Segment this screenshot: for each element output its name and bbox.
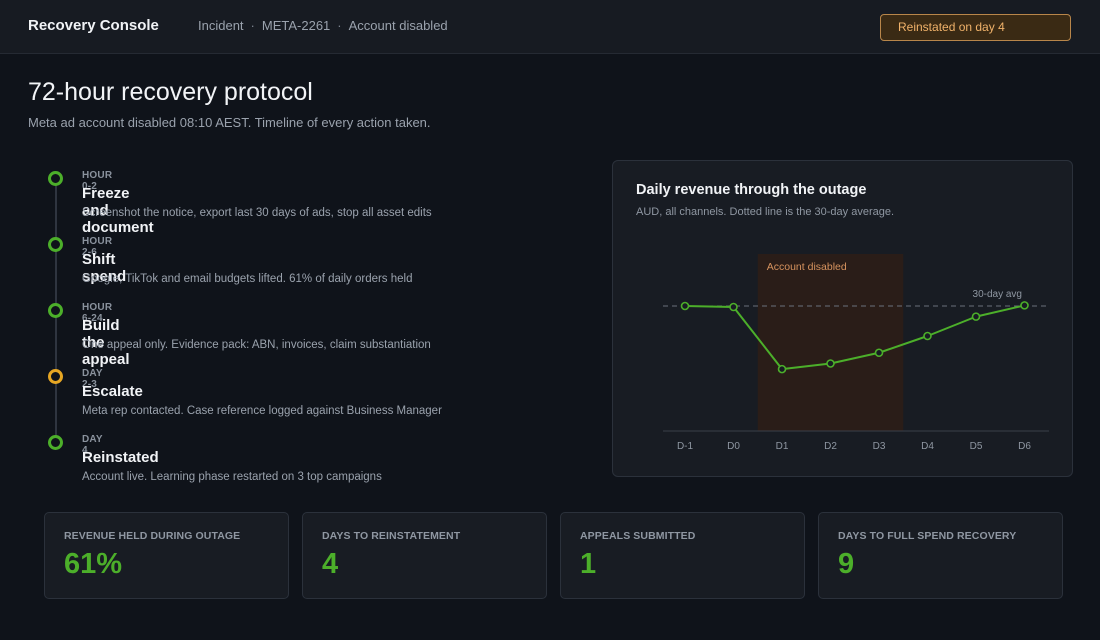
reference-line-label: 30-day avg	[973, 289, 1022, 300]
data-point-d1	[777, 364, 787, 374]
timeline-step-description: One appeal only. Evidence pack: ABN, inv…	[82, 339, 431, 351]
timeline-node-escalated	[48, 369, 63, 384]
breadcrumb-item-case[interactable]: META-2261	[261, 18, 331, 33]
kpi-card-days-to-reinstatement: DAYS TO REINSTATEMENT 4	[302, 512, 547, 599]
kpi-value: 1	[580, 548, 597, 580]
outage-region-label: Account disabled	[767, 261, 847, 273]
timeline-step-description: Screenshot the notice, export last 30 da…	[82, 207, 432, 219]
x-tick-label: D6	[1018, 441, 1031, 452]
data-point-d6	[1020, 301, 1029, 310]
status-badge: Reinstated on day 4	[880, 14, 1071, 41]
x-tick-label: D3	[873, 441, 886, 452]
data-point-d2	[826, 359, 835, 368]
x-tick-label: D0	[727, 441, 740, 452]
revenue-chart-card: Daily revenue through the outage AUD, al…	[612, 160, 1073, 477]
kpi-label: DAYS TO FULL SPEND RECOVERY	[838, 530, 1017, 542]
kpi-card-revenue-held: REVENUE HELD DURING OUTAGE 61%	[44, 512, 289, 599]
x-tick-label: D2	[824, 441, 837, 452]
kpi-label: DAYS TO REINSTATEMENT	[322, 530, 461, 542]
timeline-node-done	[48, 237, 63, 252]
outage-shaded-region	[757, 254, 904, 431]
breadcrumb-item-status: Account disabled	[348, 18, 448, 33]
timeline-node-done	[48, 171, 63, 186]
timeline-step-tag: HOUR 0-2	[82, 170, 113, 192]
timeline-step-description: Meta rep contacted. Case reference logge…	[82, 405, 442, 417]
data-point-d-1	[680, 301, 690, 311]
kpi-card-appeals-submitted: APPEALS SUBMITTED 1	[560, 512, 805, 599]
revenue-line-chart: Account disabled 30-day avg D-1 D0 D1 D2 D3 D4 D…	[663, 254, 1049, 452]
page-title: 72-hour recovery protocol	[28, 78, 313, 106]
timeline-step-tag: HOUR 6-24	[82, 302, 113, 324]
chart-subtitle: AUD, all channels. Dotted line is the 30…	[636, 206, 895, 218]
kpi-card-days-to-full-recovery: DAYS TO FULL SPEND RECOVERY 9	[818, 512, 1063, 599]
timeline-step-title: Reinstated	[82, 449, 159, 466]
timeline-step-title: Build the appeal	[82, 317, 130, 368]
timeline-step-title: Escalate	[82, 383, 143, 400]
timeline-step-tag: HOUR 2-6	[82, 236, 113, 258]
timeline-node-done	[48, 303, 63, 318]
app-title: Recovery Console	[28, 17, 159, 34]
timeline-step-tag: DAY 4	[82, 434, 103, 456]
kpi-value: 9	[838, 548, 855, 580]
data-point-d4	[923, 331, 932, 341]
breadcrumb-separator: ·	[250, 18, 255, 33]
x-tick-label: D-1	[677, 441, 694, 452]
x-tick-label: D1	[776, 441, 789, 452]
data-point-d0	[729, 302, 738, 312]
kpi-label: REVENUE HELD DURING OUTAGE	[64, 530, 241, 542]
timeline-node-done	[48, 435, 63, 450]
timeline-step-description: Account live. Learning phase restarted o…	[82, 471, 382, 483]
kpi-label: APPEALS SUBMITTED	[580, 530, 696, 542]
breadcrumb: Incident · META-2261 · Account disabled	[198, 18, 448, 33]
kpi-value: 61%	[64, 548, 123, 580]
breadcrumb-item-incident[interactable]: Incident	[198, 18, 244, 33]
kpi-value: 4	[322, 548, 339, 580]
x-tick-label: D5	[970, 441, 983, 452]
data-point-d5	[971, 312, 981, 321]
timeline-step-tag: DAY 2-3	[82, 368, 103, 390]
timeline-step-title: Shift spend	[82, 251, 127, 285]
timeline-step-description: Google, TikTok and email budgets lifted.…	[82, 273, 413, 285]
top-bar: Recovery Console Incident · META-2261 · Acco…	[0, 0, 1100, 54]
data-point-d3	[874, 348, 884, 358]
revenue-series-line	[684, 304, 1025, 371]
x-tick-label: D4	[921, 441, 934, 452]
page-subtitle: Meta ad account disabled 08:10 AEST. Tim…	[28, 115, 431, 130]
chart-title: Daily revenue through the outage	[636, 182, 867, 198]
timeline-step-title: Freeze and document	[82, 185, 154, 236]
breadcrumb-separator: ·	[337, 18, 342, 33]
